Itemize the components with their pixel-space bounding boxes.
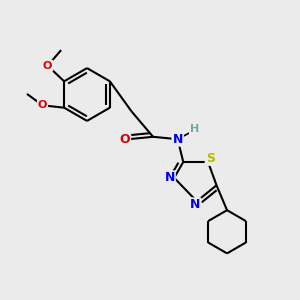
Text: O: O (38, 100, 47, 110)
Text: O: O (120, 133, 130, 146)
Text: N: N (172, 133, 183, 146)
Text: O: O (43, 61, 52, 71)
Text: S: S (206, 152, 215, 165)
Text: N: N (190, 198, 200, 212)
Text: N: N (164, 171, 175, 184)
Text: H: H (190, 124, 199, 134)
